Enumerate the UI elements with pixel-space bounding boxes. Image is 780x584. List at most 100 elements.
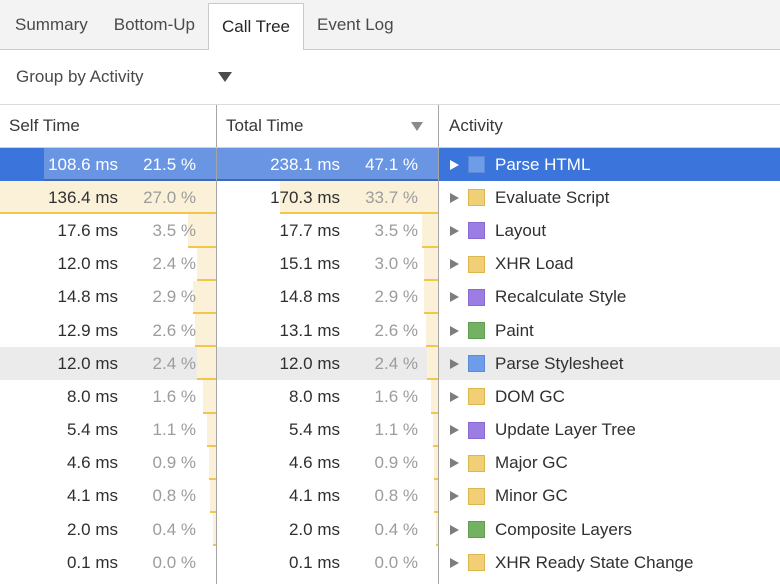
self-time-cell: 8.0 ms 1.6 % [0,380,217,414]
table-row[interactable]: 136.4 ms 27.0 % 170.3 ms 33.7 % Evaluate… [0,181,780,215]
total-time-percentage-bar [279,181,438,215]
column-header-total-time[interactable]: Total Time [217,105,439,147]
table-row[interactable]: 0.1 ms 0.0 % 0.1 ms 0.0 % XHR Ready Stat… [0,546,780,580]
self-time-percentage-bar [196,247,216,281]
category-color-icon [468,189,485,207]
table-row[interactable]: 4.1 ms 0.8 % 4.1 ms 0.8 % Minor GC [0,479,780,514]
tab-label: Summary [15,14,88,34]
tab-event-log[interactable]: Event Log [304,0,407,49]
self-time-percentage-bar [212,513,216,547]
self-time-value: 4.1 ms [66,486,118,506]
group-by-select[interactable]: Group by Activity [16,67,232,87]
table-row[interactable]: 108.6 ms 21.5 % 238.1 ms 47.1 % Parse HT… [0,148,780,182]
total-time-value: 14.8 ms [279,287,340,307]
self-time-percentage-bar [192,280,216,314]
activity-label: Recalculate Style [495,287,627,307]
total-time-value: 4.6 ms [288,453,340,473]
activity-cell: Composite Layers [439,513,780,546]
table-row[interactable]: 12.0 ms 2.4 % 12.0 ms 2.4 % Parse Styles… [0,347,780,381]
self-time-percentage-bar [209,479,216,514]
disclosure-triangle-icon[interactable] [450,358,459,369]
table-row[interactable]: 12.0 ms 2.4 % 15.1 ms 3.0 % XHR Load [0,247,780,281]
disclosure-triangle-icon[interactable] [450,391,459,402]
activity-cell: Update Layer Tree [439,414,780,447]
self-time-percent: 21.5 % [143,154,196,174]
self-time-percent: 1.1 % [152,420,196,440]
disclosure-triangle-icon[interactable] [450,524,459,535]
column-header-activity[interactable]: Activity [439,105,780,147]
activity-cell: Evaluate Script [439,181,780,214]
total-time-cell: 17.7 ms 3.5 % [217,214,439,248]
self-time-cell: 4.6 ms 0.9 % [0,446,217,480]
activity-label: Update Layer Tree [495,420,636,440]
self-time-cell: 12.9 ms 2.6 % [0,313,217,348]
total-time-cell: 14.8 ms 2.9 % [217,280,439,314]
category-color-icon [468,454,485,472]
self-time-percent: 0.0 % [152,552,196,572]
disclosure-triangle-icon[interactable] [450,491,459,502]
disclosure-triangle-icon[interactable] [450,292,459,303]
table-header: Self Time Total Time Activity [0,105,780,148]
self-time-cell: 12.0 ms 2.4 % [0,347,217,381]
total-time-value: 15.1 ms [279,254,340,274]
total-time-value: 8.0 ms [288,386,340,406]
self-time-percentage-bar [195,313,216,348]
total-time-percentage-bar [433,446,438,480]
self-time-cell: 4.1 ms 0.8 % [0,479,217,514]
total-time-cell: 0.1 ms 0.0 % [217,546,439,580]
table-row[interactable]: 17.6 ms 3.5 % 17.7 ms 3.5 % Layout [0,214,780,248]
activity-cell: XHR Ready State Change [439,546,780,579]
total-time-percent: 3.5 % [374,220,418,240]
disclosure-triangle-icon[interactable] [450,557,459,568]
total-time-percent: 0.8 % [374,486,418,506]
tab-call-tree[interactable]: Call Tree [207,3,305,50]
table-row[interactable]: 14.8 ms 2.9 % 14.8 ms 2.9 % Recalculate … [0,280,780,314]
total-time-percent: 0.9 % [374,453,418,473]
activity-cell: XHR Load [439,248,780,281]
column-header-self-time[interactable]: Self Time [0,105,217,147]
table-row[interactable]: 12.9 ms 2.6 % 13.1 ms 2.6 % Paint [0,313,780,348]
self-time-value: 14.8 ms [57,287,118,307]
tab-label: Call Tree [221,17,291,36]
table-row[interactable]: 2.0 ms 0.4 % 2.0 ms 0.4 % Composite Laye… [0,513,780,547]
self-time-cell: 12.0 ms 2.4 % [0,247,217,281]
total-time-percentage-bar [423,247,438,281]
category-color-icon [468,156,485,174]
category-color-icon [468,521,485,539]
sort-descending-icon [411,121,423,131]
total-time-percent: 2.4 % [374,353,418,373]
disclosure-triangle-icon[interactable] [450,259,459,270]
total-time-percent: 2.9 % [374,287,418,307]
total-time-value: 2.0 ms [288,519,340,539]
table-row[interactable]: 8.0 ms 1.6 % 8.0 ms 1.6 % DOM GC [0,380,780,414]
category-color-icon [468,554,485,572]
total-time-value: 13.1 ms [279,320,340,340]
activity-cell: Paint [439,314,780,347]
activity-cell: Recalculate Style [439,281,780,314]
disclosure-triangle-icon[interactable] [450,325,459,336]
activity-cell: Major GC [439,447,780,480]
table-row[interactable]: 5.4 ms 1.1 % 5.4 ms 1.1 % Update Layer T… [0,413,780,447]
self-time-percentage-bar [208,446,216,480]
total-time-value: 170.3 ms [270,187,340,207]
disclosure-triangle-icon[interactable] [450,192,459,203]
self-time-percent: 0.9 % [152,453,196,473]
total-time-percent: 1.1 % [374,420,418,440]
table-row[interactable]: 4.6 ms 0.9 % 4.6 ms 0.9 % Major GC [0,446,780,480]
total-time-percentage-bar [426,347,438,381]
tab-summary[interactable]: Summary [2,0,101,49]
self-time-percent: 3.5 % [152,220,196,240]
total-time-percent: 2.6 % [374,320,418,340]
total-time-percentage-bar [436,513,438,547]
tab-bottom-up[interactable]: Bottom-Up [101,0,208,49]
disclosure-triangle-icon[interactable] [450,159,459,170]
activity-label: Paint [495,320,534,340]
disclosure-triangle-icon[interactable] [450,458,459,469]
self-time-percentage-bar [0,181,216,215]
disclosure-triangle-icon[interactable] [450,425,459,436]
total-time-percentage-bar [424,280,438,314]
disclosure-triangle-icon[interactable] [450,225,459,236]
self-time-percent: 0.4 % [152,519,196,539]
self-time-percent: 2.4 % [152,254,196,274]
